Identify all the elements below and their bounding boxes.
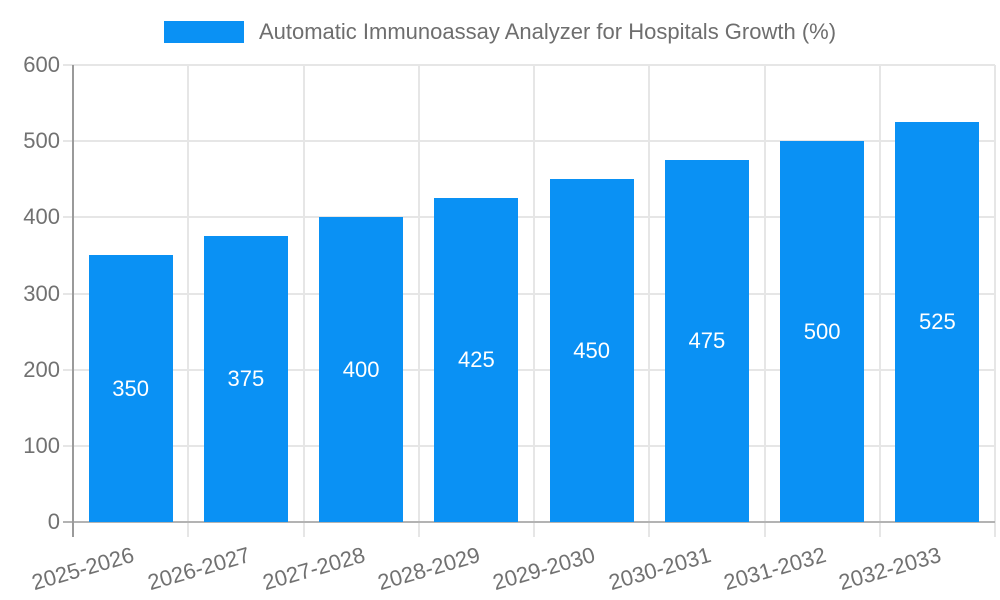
bar-2031-2032[interactable]: 500 xyxy=(780,141,865,522)
gridline-horizontal xyxy=(63,368,995,371)
bar-value-label: 525 xyxy=(919,309,956,335)
chart-legend: Automatic Immunoassay Analyzer for Hospi… xyxy=(0,21,1000,43)
bar-value-label: 500 xyxy=(803,318,841,344)
gridline-horizontal xyxy=(63,140,995,143)
y-axis-tick-label: 400 xyxy=(23,204,60,230)
gridline-horizontal xyxy=(63,444,995,447)
x-axis-tick xyxy=(302,522,305,537)
bar-2028-2029[interactable]: 425 xyxy=(434,198,519,522)
y-axis-tick-label: 500 xyxy=(23,128,60,154)
x-axis-tick xyxy=(533,522,535,537)
bar-value-label: 475 xyxy=(688,328,726,354)
y-axis-tick-label: 100 xyxy=(23,432,60,458)
x-axis-category-label: 2028-2029 xyxy=(374,542,483,596)
x-axis-tick xyxy=(878,522,881,537)
x-axis-tick xyxy=(994,522,996,537)
legend-swatch xyxy=(163,21,244,43)
x-axis-category-label: 2025-2026 xyxy=(29,542,138,596)
gridline-vertical xyxy=(417,65,420,522)
y-axis-tick-label: 200 xyxy=(23,356,60,382)
x-axis-category-label: 2027-2028 xyxy=(259,542,368,596)
y-axis-tick-label: 600 xyxy=(23,52,60,77)
y-axis-tick-label: 300 xyxy=(23,280,60,306)
gridline-vertical xyxy=(648,65,651,522)
gridline-vertical xyxy=(878,65,881,522)
bar-2026-2027[interactable]: 375 xyxy=(203,236,288,522)
gridline-vertical xyxy=(187,65,190,522)
x-axis-tick xyxy=(187,522,190,537)
gridline-horizontal xyxy=(63,64,995,66)
x-axis-category-label: 2026-2027 xyxy=(144,542,253,596)
bar-value-label: 375 xyxy=(227,366,265,392)
x-axis-category-label: 2029-2030 xyxy=(490,542,599,596)
x-axis-category-label: 2030-2031 xyxy=(605,542,714,596)
legend-label: Automatic Immunoassay Analyzer for Hospi… xyxy=(258,19,837,44)
y-axis-tick-label: 0 xyxy=(47,509,60,534)
x-axis-line xyxy=(63,521,995,523)
gridline-vertical xyxy=(994,65,996,522)
bar-2030-2031[interactable]: 475 xyxy=(664,160,749,522)
y-axis-line xyxy=(72,65,74,537)
x-axis-tick xyxy=(763,522,766,537)
bar-value-label: 450 xyxy=(573,337,610,363)
gridline-vertical xyxy=(302,65,305,522)
bar-2032-2033[interactable]: 525 xyxy=(895,122,980,522)
gridline-vertical xyxy=(533,65,535,522)
bar-value-label: 425 xyxy=(458,347,495,373)
x-axis-tick xyxy=(648,522,651,537)
gridline-horizontal xyxy=(63,292,995,295)
x-axis-category-label: 2031-2032 xyxy=(720,542,829,596)
bar-2025-2026[interactable]: 350 xyxy=(88,255,173,522)
gridline-vertical xyxy=(763,65,766,522)
bar-2029-2030[interactable]: 450 xyxy=(549,179,634,522)
bar-2027-2028[interactable]: 400 xyxy=(319,217,404,522)
bar-value-label: 350 xyxy=(112,375,149,401)
x-axis-tick xyxy=(417,522,420,537)
x-axis-category-label: 2032-2033 xyxy=(835,542,944,596)
gridline-horizontal xyxy=(63,216,995,219)
bar-value-label: 400 xyxy=(342,356,380,382)
